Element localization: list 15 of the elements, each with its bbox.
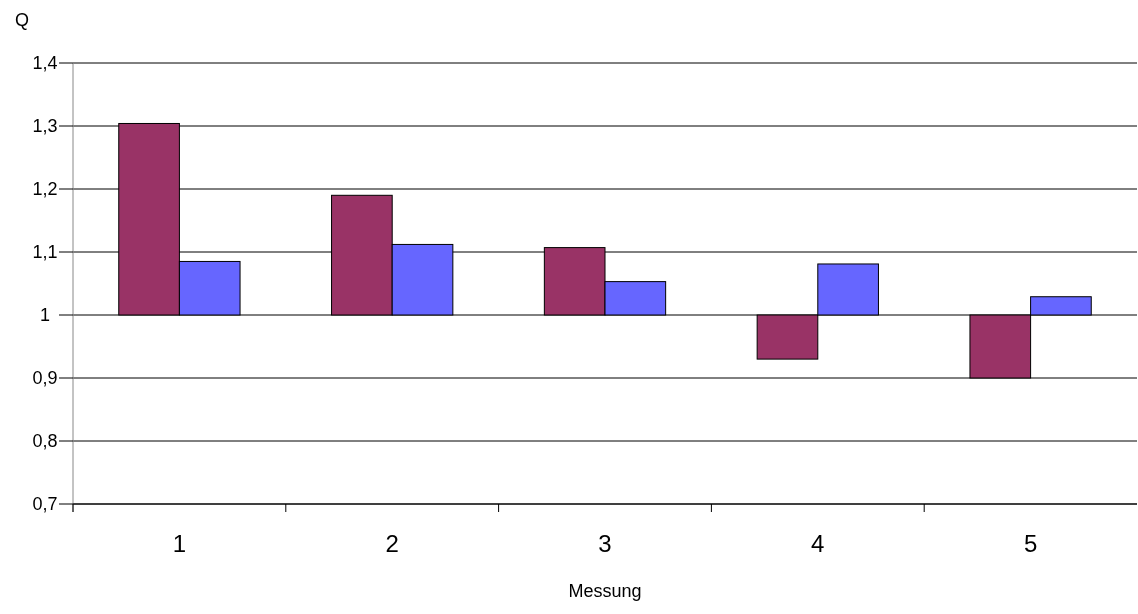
y-tick-label: 1,2 <box>32 179 58 200</box>
x-tick-label: 5 <box>1023 530 1038 557</box>
y-tick-label: 0,8 <box>32 431 58 452</box>
x-tick-label: 1 <box>172 530 187 557</box>
x-tick-label: 4 <box>811 530 825 557</box>
y-tick-label: 1 <box>39 305 51 326</box>
y-tick-label: 1,3 <box>32 116 58 137</box>
x-tick-label: 3 <box>598 530 612 557</box>
x-tick-label: 2 <box>385 530 399 557</box>
y-tick-label: 1,1 <box>32 242 58 263</box>
x-axis-title: Messung <box>568 581 642 601</box>
y-tick-label: 0,9 <box>32 368 58 389</box>
y-axis-title: Q <box>14 10 30 30</box>
y-tick-label: 0,7 <box>32 494 58 515</box>
y-tick-label: 1,4 <box>32 53 58 74</box>
